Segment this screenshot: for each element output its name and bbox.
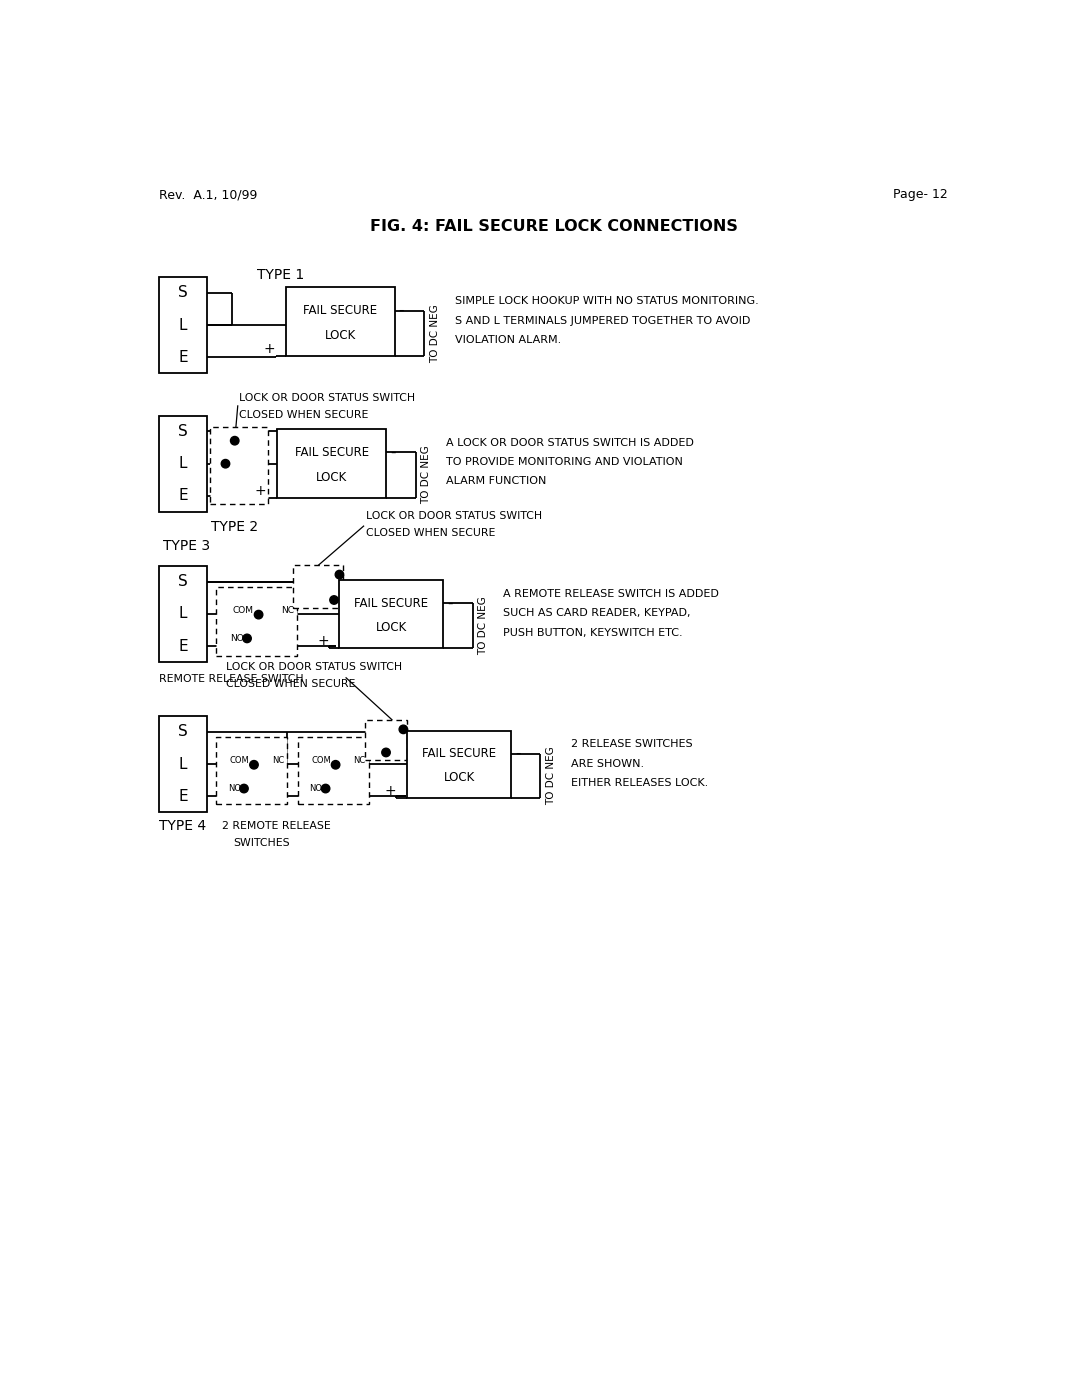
Text: S AND L TERMINALS JUMPERED TOGETHER TO AVOID: S AND L TERMINALS JUMPERED TOGETHER TO A…	[455, 316, 751, 326]
Circle shape	[221, 460, 230, 468]
Text: L: L	[179, 457, 188, 471]
Text: -: -	[399, 303, 404, 319]
Text: TO DC NEG: TO DC NEG	[546, 746, 556, 805]
Text: VIOLATION ALARM.: VIOLATION ALARM.	[455, 335, 562, 345]
FancyBboxPatch shape	[159, 415, 207, 511]
Text: ARE SHOWN.: ARE SHOWN.	[571, 759, 645, 768]
FancyBboxPatch shape	[298, 736, 368, 805]
Text: +: +	[384, 784, 396, 798]
Text: SUCH AS CARD READER, KEYPAD,: SUCH AS CARD READER, KEYPAD,	[503, 609, 691, 619]
Text: S: S	[178, 724, 188, 739]
Text: 2 REMOTE RELEASE: 2 REMOTE RELEASE	[222, 821, 332, 831]
FancyBboxPatch shape	[339, 580, 444, 648]
Text: ALARM FUNCTION: ALARM FUNCTION	[446, 476, 546, 486]
Text: NC: NC	[353, 756, 366, 766]
Text: LOCK: LOCK	[325, 330, 355, 342]
Text: S: S	[178, 574, 188, 590]
Text: FIG. 4: FAIL SECURE LOCK CONNECTIONS: FIG. 4: FAIL SECURE LOCK CONNECTIONS	[369, 219, 738, 235]
Text: FAIL SECURE: FAIL SECURE	[354, 597, 429, 610]
FancyBboxPatch shape	[216, 587, 297, 655]
Text: CLOSED WHEN SECURE: CLOSED WHEN SECURE	[240, 409, 368, 419]
Circle shape	[255, 610, 262, 619]
Text: EITHER RELEASES LOCK.: EITHER RELEASES LOCK.	[571, 778, 708, 788]
Text: FAIL SECURE: FAIL SECURE	[295, 446, 368, 458]
Text: NC: NC	[281, 606, 294, 615]
Text: TO DC NEG: TO DC NEG	[478, 597, 488, 655]
Circle shape	[243, 634, 252, 643]
FancyBboxPatch shape	[407, 731, 511, 798]
Text: TO DC NEG: TO DC NEG	[421, 446, 431, 504]
Text: L: L	[179, 317, 188, 332]
Text: LOCK OR DOOR STATUS SWITCH: LOCK OR DOOR STATUS SWITCH	[226, 662, 403, 672]
Text: Rev.  A.1, 10/99: Rev. A.1, 10/99	[159, 189, 258, 201]
Text: -: -	[447, 597, 453, 610]
Circle shape	[400, 725, 407, 733]
Text: PUSH BUTTON, KEYSWITCH ETC.: PUSH BUTTON, KEYSWITCH ETC.	[503, 627, 683, 637]
Text: E: E	[178, 349, 188, 365]
Text: E: E	[178, 789, 188, 803]
Text: TO PROVIDE MONITORING AND VIOLATION: TO PROVIDE MONITORING AND VIOLATION	[446, 457, 684, 467]
Text: -: -	[515, 746, 521, 761]
Text: NO: NO	[310, 784, 323, 793]
FancyBboxPatch shape	[285, 286, 395, 356]
Circle shape	[249, 760, 258, 768]
Text: 2 RELEASE SWITCHES: 2 RELEASE SWITCHES	[571, 739, 693, 749]
Text: LOCK: LOCK	[376, 622, 407, 634]
Text: COM: COM	[311, 756, 330, 766]
Text: COM: COM	[233, 606, 254, 615]
Text: -: -	[390, 444, 395, 460]
Text: L: L	[179, 757, 188, 771]
FancyBboxPatch shape	[159, 277, 207, 373]
Text: NC: NC	[272, 756, 284, 766]
Text: CLOSED WHEN SECURE: CLOSED WHEN SECURE	[366, 528, 496, 538]
Text: SIMPLE LOCK HOOKUP WITH NO STATUS MONITORING.: SIMPLE LOCK HOOKUP WITH NO STATUS MONITO…	[455, 296, 758, 306]
Circle shape	[230, 436, 239, 444]
Circle shape	[240, 784, 248, 792]
FancyBboxPatch shape	[159, 566, 207, 662]
Text: E: E	[178, 489, 188, 503]
Text: FAIL SECURE: FAIL SECURE	[422, 747, 496, 760]
Text: TO DC NEG: TO DC NEG	[430, 305, 440, 363]
Circle shape	[322, 784, 329, 792]
FancyBboxPatch shape	[216, 736, 287, 805]
Circle shape	[382, 749, 390, 757]
Circle shape	[329, 595, 338, 605]
Circle shape	[332, 760, 340, 768]
FancyBboxPatch shape	[278, 429, 387, 497]
Text: FAIL SECURE: FAIL SECURE	[303, 305, 377, 317]
Text: LOCK: LOCK	[316, 471, 348, 483]
Text: +: +	[318, 634, 328, 648]
Text: S: S	[178, 285, 188, 300]
Text: A LOCK OR DOOR STATUS SWITCH IS ADDED: A LOCK OR DOOR STATUS SWITCH IS ADDED	[446, 439, 694, 448]
Text: Page- 12: Page- 12	[893, 189, 948, 201]
Text: NO: NO	[230, 634, 244, 643]
FancyBboxPatch shape	[294, 566, 343, 608]
Text: CLOSED WHEN SECURE: CLOSED WHEN SECURE	[226, 679, 355, 689]
FancyBboxPatch shape	[211, 427, 268, 504]
Text: NO: NO	[228, 784, 241, 793]
Text: COM: COM	[230, 756, 249, 766]
Text: TYPE 3: TYPE 3	[163, 539, 211, 553]
FancyBboxPatch shape	[159, 715, 207, 812]
Text: S: S	[178, 423, 188, 439]
Text: REMOTE RELEASE SWITCH: REMOTE RELEASE SWITCH	[159, 673, 303, 685]
Text: TYPE 4: TYPE 4	[159, 819, 206, 833]
Text: +: +	[264, 342, 274, 356]
Text: TYPE 1: TYPE 1	[257, 268, 305, 282]
Text: TYPE 2: TYPE 2	[211, 520, 258, 534]
Text: LOCK: LOCK	[444, 771, 475, 785]
Circle shape	[335, 570, 343, 578]
Text: L: L	[179, 606, 188, 622]
Text: SWITCHES: SWITCHES	[233, 838, 289, 848]
Text: +: +	[255, 483, 267, 499]
Text: A REMOTE RELEASE SWITCH IS ADDED: A REMOTE RELEASE SWITCH IS ADDED	[503, 590, 719, 599]
Text: LOCK OR DOOR STATUS SWITCH: LOCK OR DOOR STATUS SWITCH	[366, 511, 542, 521]
Text: E: E	[178, 638, 188, 654]
FancyBboxPatch shape	[365, 719, 407, 760]
Text: LOCK OR DOOR STATUS SWITCH: LOCK OR DOOR STATUS SWITCH	[240, 394, 416, 404]
